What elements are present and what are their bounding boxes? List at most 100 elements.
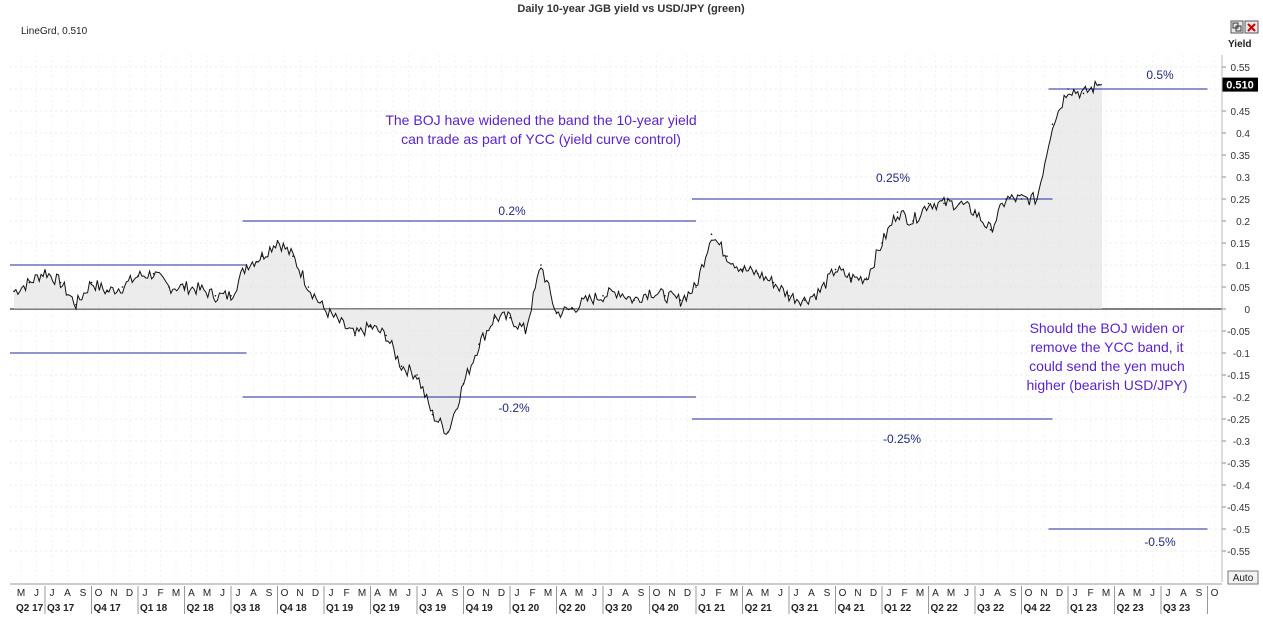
x-month-label: D — [684, 588, 691, 599]
x-quarter-label: Q3 17 — [47, 603, 75, 614]
y-tick-label: -0.15 — [1227, 371, 1250, 382]
x-month-label: A — [808, 588, 815, 599]
series-point — [989, 229, 992, 231]
annotation-text: can trade as part of YCC (yield curve co… — [401, 131, 681, 147]
x-month-label: J — [1073, 588, 1078, 599]
x-month-label: A — [188, 588, 195, 599]
series-point — [90, 281, 93, 284]
y-tick-label: -0.4 — [1233, 481, 1251, 492]
y-tick-label: 0.2 — [1236, 217, 1250, 228]
series-point — [819, 290, 821, 293]
series-point — [927, 202, 930, 205]
x-month-label: O — [839, 588, 847, 599]
series-point — [152, 273, 155, 275]
y-tick-label: -0.25 — [1227, 415, 1250, 426]
y-tick-label: 0.55 — [1231, 63, 1251, 74]
y-tick-label: 0.1 — [1236, 261, 1250, 272]
series-point — [1005, 198, 1007, 200]
x-month-label: D — [1056, 588, 1063, 599]
annotation-text: Should the BOJ widen or — [1030, 320, 1185, 336]
x-quarter-label: Q1 21 — [698, 603, 726, 614]
annotation-text: higher (bearish USD/JPY) — [1026, 377, 1187, 393]
y-tick-label: -0.5 — [1233, 525, 1251, 536]
x-month-label: J — [980, 588, 985, 599]
x-month-label: J — [220, 588, 225, 599]
series-point — [834, 268, 837, 271]
x-quarter-label: Q4 17 — [94, 603, 122, 614]
x-month-label: M — [389, 588, 397, 599]
x-month-label: A — [64, 588, 71, 599]
series-point — [478, 343, 480, 346]
x-month-label: N — [296, 588, 303, 599]
x-month-label: F — [715, 588, 721, 599]
x-quarter-label: Q4 20 — [652, 603, 680, 614]
series-point — [741, 268, 744, 271]
series-point — [664, 295, 666, 297]
y-tick-label: 0.4 — [1236, 129, 1250, 140]
x-month-label: O — [95, 588, 103, 599]
x-month-label: D — [126, 588, 133, 599]
series-area — [14, 81, 1102, 435]
series-point — [245, 264, 248, 266]
band-label: 0.25% — [876, 171, 910, 185]
x-quarter-label: Q2 21 — [745, 603, 773, 614]
x-quarter-label: Q2 19 — [373, 603, 401, 614]
band-label: 0.5% — [1146, 68, 1174, 82]
x-month-label: J — [422, 588, 427, 599]
series-fill — [14, 81, 1102, 435]
x-month-label: J — [329, 588, 334, 599]
series-point — [1082, 92, 1085, 95]
x-quarter-label: Q2 20 — [559, 603, 587, 614]
series-point — [369, 325, 372, 328]
series-point — [400, 365, 403, 368]
series-point — [850, 277, 852, 280]
x-month-label: J — [515, 588, 520, 599]
x-month-label: J — [608, 588, 613, 599]
series-point — [679, 299, 682, 302]
x-quarter-label: Q1 20 — [512, 603, 540, 614]
series-point — [493, 317, 496, 319]
x-month-label: M — [730, 588, 738, 599]
series-point — [431, 413, 434, 416]
chart-title: Daily 10-year JGB yield vs USD/JPY (gree… — [517, 3, 745, 15]
series-point — [803, 299, 806, 302]
x-quarter-label: Q4 22 — [1024, 603, 1052, 614]
series-point — [912, 220, 914, 222]
auto-button-label: Auto — [1233, 573, 1254, 584]
series-point — [865, 277, 868, 280]
x-month-label: M — [916, 588, 924, 599]
y-tick-label: 0.15 — [1231, 239, 1251, 250]
series-point — [617, 290, 620, 293]
x-month-label: J — [143, 588, 148, 599]
x-month-label: J — [778, 588, 783, 599]
restore-icon[interactable] — [1230, 20, 1244, 34]
series-point — [13, 290, 15, 293]
series-point — [555, 312, 558, 315]
x-month-label: M — [1102, 588, 1110, 599]
x-month-label: M — [172, 588, 180, 599]
x-month-label: S — [266, 588, 273, 599]
series-point — [168, 286, 170, 288]
x-month-label: A — [560, 588, 567, 599]
y-tick-label: -0.55 — [1227, 547, 1250, 558]
y-axis: 0.55 0.45 0.4 0.35 0.3 0.25 0.2 0.15 0.1 0.05 0 -0.… — [1222, 63, 1258, 558]
series-point — [1020, 198, 1023, 200]
x-quarter-label: Q3 22 — [977, 603, 1005, 614]
series-point — [772, 281, 775, 284]
series-point — [974, 211, 976, 213]
close-icon[interactable] — [1244, 20, 1259, 34]
y-tick-label: 0 — [1244, 305, 1250, 316]
x-month-label: A — [994, 588, 1001, 599]
series-point — [881, 242, 883, 244]
auto-button[interactable]: Auto — [1227, 570, 1259, 585]
y-tick-label: 0.05 — [1231, 283, 1251, 294]
x-month-label: F — [529, 588, 535, 599]
x-month-label: O — [467, 588, 475, 599]
x-quarter-label: Q2 23 — [1117, 603, 1145, 614]
series-point — [44, 270, 46, 273]
annotation-text: The BOJ have widened the band the 10-yea… — [385, 112, 696, 128]
x-quarter-label: Q3 21 — [791, 603, 819, 614]
x-month-label: D — [498, 588, 505, 599]
series-point — [726, 255, 728, 257]
